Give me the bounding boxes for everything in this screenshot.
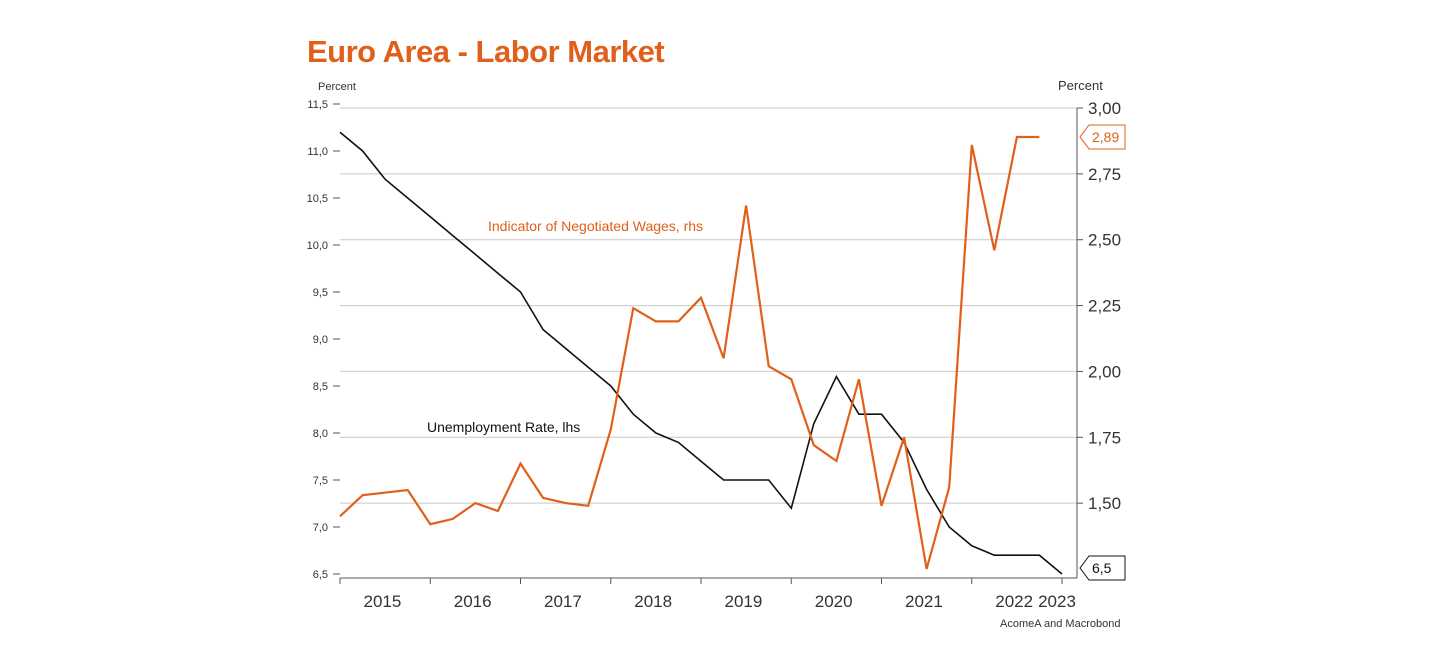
series-lines (339, 131, 1063, 575)
series-line-wages (339, 135, 1040, 570)
left-tick-label-5: 9,0 (313, 334, 328, 346)
wages-series-label: Indicator of Negotiated Wages, rhs (488, 218, 703, 234)
left-tick-label-0: 6,5 (313, 569, 328, 581)
left-tick-label-2: 7,5 (313, 475, 328, 487)
unemployment-series-label: Unemployment Rate, lhs (427, 419, 580, 435)
right-tick-label-6: 3,00 (1088, 99, 1121, 118)
right-tick-label-2: 2,00 (1088, 362, 1121, 381)
left-tick-label-9: 11,0 (307, 146, 328, 158)
left-tick-label-1: 7,0 (313, 522, 328, 534)
right-tick-label-4: 2,50 (1088, 231, 1121, 250)
series-line-unemployment (339, 131, 1063, 575)
x-tick-label-2023: 2023 (1038, 592, 1076, 611)
x-tick-label-2020: 2020 (815, 592, 853, 611)
x-tick-label-2015: 2015 (364, 592, 402, 611)
unemployment-last-value: 6,5 (1092, 560, 1112, 576)
left-tick-label-4: 8,5 (313, 381, 328, 393)
grid-lines (340, 107, 1077, 504)
x-tick-label-2021: 2021 (905, 592, 943, 611)
right-tick-label-3: 2,25 (1088, 297, 1121, 316)
wages-last-value-group: 2,89 (1079, 124, 1126, 150)
right-tick-label-5: 2,75 (1088, 165, 1121, 184)
unemployment-label-bg (424, 416, 594, 436)
x-tick-label-2017: 2017 (544, 592, 582, 611)
left-axis: Percent 6,5 7,0 7,5 8,0 8,5 9,0 9,5 10,0 10,5 11,0… (307, 81, 356, 581)
x-axis: 2015 2016 2017 2018 2019 2020 2021 2022 2023 (339, 577, 1077, 611)
x-tick-label-2019: 2019 (725, 592, 763, 611)
right-axis-label: Percent (1058, 78, 1103, 93)
x-tick-label-2022: 2022 (995, 592, 1033, 611)
left-tick-label-6: 9,5 (313, 287, 328, 299)
left-tick-label-8: 10,5 (307, 193, 328, 205)
unemployment-last-value-box (1079, 555, 1126, 581)
wages-last-value: 2,89 (1092, 129, 1119, 145)
x-tick-label-2018: 2018 (634, 592, 672, 611)
right-tick-label-1: 1,75 (1088, 428, 1121, 447)
x-tick-label-2016: 2016 (454, 592, 492, 611)
source-note: AcomeA and Macrobond (1000, 618, 1121, 630)
right-tick-label-0: 1,50 (1088, 494, 1121, 513)
left-tick-label-3: 8,0 (313, 428, 328, 440)
left-tick-label-10: 11,5 (307, 99, 328, 111)
right-axis: Percent 1,50 1,75 2,00 2,25 2,50 2,75 3,00 (1058, 78, 1121, 578)
chart-title: Euro Area - Labor Market (307, 34, 665, 69)
left-tick-label-7: 10,0 (307, 240, 328, 252)
unemployment-last-value-group: 6,5 (1079, 555, 1126, 581)
left-axis-label: Percent (318, 81, 356, 93)
series-labels: Unemployment Rate, lhs Indicator of Negot… (424, 124, 1126, 581)
wages-last-value-box (1079, 124, 1126, 150)
